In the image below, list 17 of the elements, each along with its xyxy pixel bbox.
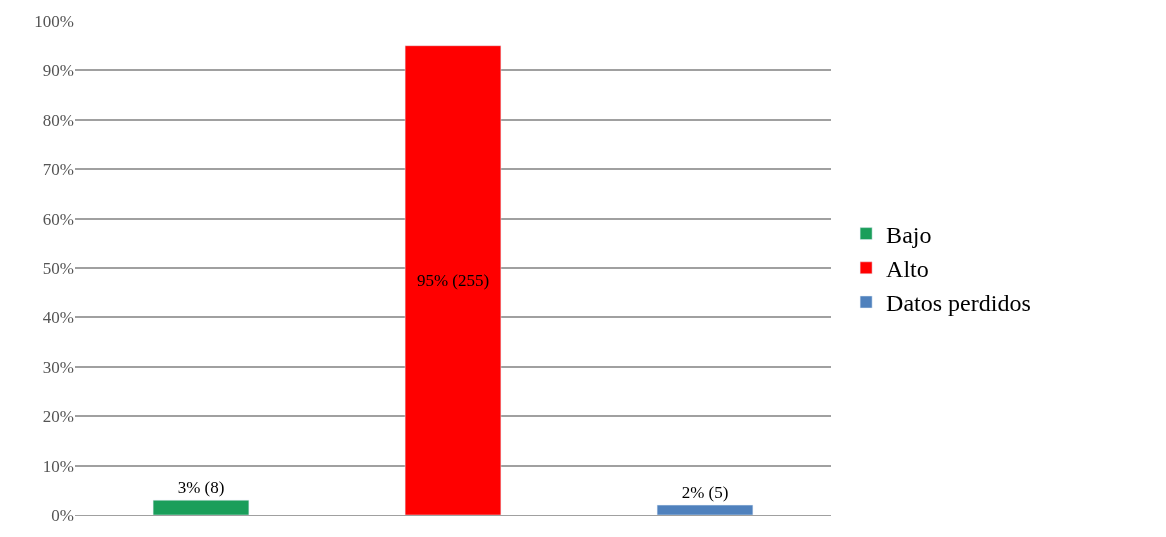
data-label: 3% (8) bbox=[177, 478, 225, 498]
legend-label: Datos perdidos bbox=[886, 290, 1031, 317]
y-tick-label: 50% bbox=[42, 258, 74, 278]
y-tick-label: 80% bbox=[42, 110, 74, 130]
y-tick-label: 10% bbox=[42, 456, 74, 476]
y-tick-label: 20% bbox=[42, 407, 74, 427]
data-label: 95% (255) bbox=[416, 270, 490, 290]
y-tick-label: 30% bbox=[42, 357, 74, 377]
y-tick-label: 0% bbox=[51, 505, 74, 525]
legend-label: Alto bbox=[886, 256, 929, 283]
y-tick-label: 90% bbox=[42, 61, 74, 81]
y-tick-label: 40% bbox=[42, 308, 74, 328]
y-tick-label: 60% bbox=[42, 209, 74, 229]
y-tick-label: 100% bbox=[34, 11, 74, 31]
legend-label: Bajo bbox=[886, 221, 932, 248]
y-tick-label: 70% bbox=[42, 160, 74, 180]
data-label: 2% (5) bbox=[681, 483, 729, 503]
